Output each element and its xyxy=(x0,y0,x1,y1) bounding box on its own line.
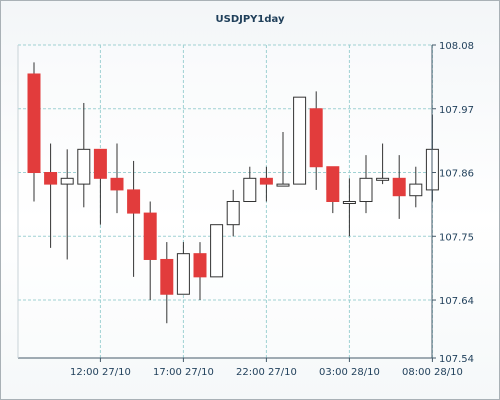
candle-body-down xyxy=(127,189,141,214)
candle-body-down xyxy=(93,148,107,179)
candle-body-down xyxy=(326,166,340,203)
candle-body-up xyxy=(293,96,307,185)
y-tick-label: 107.75 xyxy=(439,232,474,243)
candle xyxy=(359,155,373,214)
candle-body-up xyxy=(376,177,390,181)
grid xyxy=(18,44,433,359)
candle-body-up xyxy=(409,183,423,197)
candle-body-up xyxy=(342,201,356,204)
y-tick-label: 107.97 xyxy=(439,105,474,116)
candle xyxy=(77,102,91,208)
y-tick-label: 107.54 xyxy=(439,354,474,365)
y-tick-label: 107.64 xyxy=(439,296,474,307)
candle xyxy=(60,149,74,260)
candle xyxy=(259,166,273,202)
candle xyxy=(143,201,157,301)
axes xyxy=(17,44,436,362)
candle xyxy=(342,178,356,237)
candle-body-down xyxy=(160,258,174,295)
candle-body-down xyxy=(44,172,58,185)
candle-body-down xyxy=(110,177,124,191)
candle xyxy=(326,166,340,214)
candle xyxy=(210,224,224,278)
candle-body-up xyxy=(243,177,257,203)
candle-body-down xyxy=(193,253,207,278)
candles xyxy=(27,62,439,324)
candle xyxy=(110,143,124,214)
x-tick-label: 12:00 27/10 xyxy=(70,367,131,378)
candle-body-up xyxy=(77,148,91,185)
candle xyxy=(176,242,190,295)
candle-body-up xyxy=(60,177,74,185)
candle xyxy=(376,143,390,185)
candle xyxy=(226,189,240,237)
chart-title: USDJPY1day xyxy=(216,14,285,25)
candle-body-down xyxy=(259,177,273,185)
x-tick-label: 17:00 27/10 xyxy=(153,367,214,378)
x-tick-label: 08:00 28/10 xyxy=(402,367,463,378)
y-tick-label: 107.86 xyxy=(439,169,474,180)
candle-body-down xyxy=(309,108,323,168)
candle xyxy=(160,242,174,324)
candle-body-up xyxy=(210,224,224,278)
candle xyxy=(309,91,323,190)
candle xyxy=(127,160,141,277)
candle-body-up xyxy=(176,253,190,295)
candle xyxy=(409,166,423,208)
candle xyxy=(293,96,307,185)
candle-body-down xyxy=(392,177,406,197)
candle-body-up xyxy=(226,201,240,226)
candle xyxy=(276,131,290,187)
candle xyxy=(27,62,41,202)
candle xyxy=(44,143,58,248)
candle-body-down xyxy=(143,212,157,260)
x-tick-label: 22:00 27/10 xyxy=(236,367,297,378)
candle xyxy=(392,155,406,219)
candle-body-down xyxy=(27,73,41,174)
y-tick-label: 108.08 xyxy=(439,41,474,52)
candle-body-up xyxy=(276,183,290,187)
candle xyxy=(243,166,257,203)
x-tick-label: 03:00 28/10 xyxy=(319,367,380,378)
candle xyxy=(93,148,107,225)
candle-body-up xyxy=(359,177,373,203)
candle xyxy=(193,242,207,301)
tick-labels: 107.54 107.64 107.75 107.86 107.97 108.08 12:0… xyxy=(70,41,474,378)
